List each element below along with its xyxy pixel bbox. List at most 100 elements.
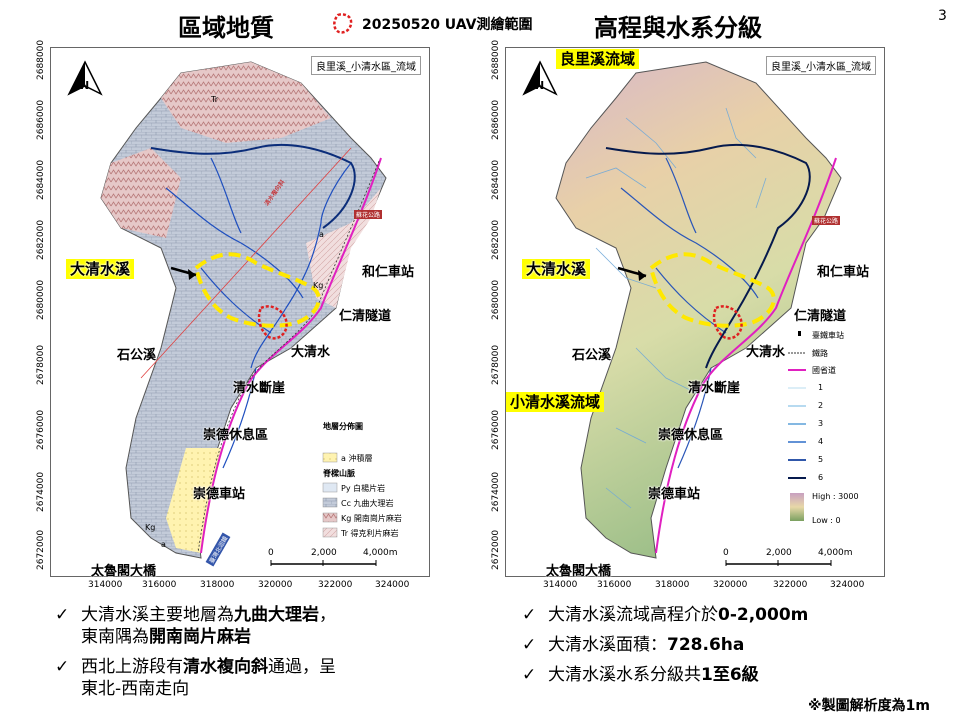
label-chongde-station: 崇德車站	[193, 487, 246, 502]
bullet-item: ✓ 大清水溪主要地層為九曲大理岩， 東南隅為開南崗片麻岩	[55, 604, 455, 648]
scale-bar	[725, 560, 832, 566]
left-xtick-5: 324000	[375, 580, 410, 590]
label-heren-station: 和仁車站	[362, 265, 415, 280]
checkmark-icon: ✓	[55, 605, 70, 625]
geology-map-canvas	[67, 60, 387, 566]
scale-2000: 2,000	[311, 548, 337, 558]
uav-legend: 20250520 UAV測繪範圍	[330, 12, 532, 36]
unit-label-kg: Kg	[313, 281, 324, 290]
label-qingshui-cliff: 清水斷崖	[233, 381, 286, 396]
label-shigong-creek-right: 石公溪	[572, 348, 612, 363]
label-renqing-tunnel: 仁清隧道	[339, 309, 392, 324]
left-title: 區域地質	[178, 14, 274, 42]
scale-bar	[270, 560, 377, 566]
left-ytick-4: 2680000	[36, 279, 46, 320]
scale-0-right: 0	[723, 548, 729, 558]
uav-legend-label: 20250520 UAV測繪範圍	[362, 17, 533, 33]
geo-legend-tr: Tr 得克利片麻岩	[341, 529, 399, 538]
elev-legend-order-5: 5	[818, 455, 824, 464]
elev-legend-rail: 鐵路	[812, 349, 828, 358]
right-ytick-5: 2678000	[491, 344, 501, 385]
geo-legend-kg: Kg 開南崗片麻岩	[341, 514, 402, 523]
label-daqingshui: 大清水	[291, 345, 331, 360]
label-daqingshui-right: 大清水	[746, 345, 786, 360]
footnote: ※製圖解析度為1m	[808, 698, 930, 714]
label-chongde-station-right: 崇德車站	[648, 487, 701, 502]
elevation-legend-symbols	[788, 331, 806, 521]
label-liangli-basin: 良里溪流域	[556, 49, 640, 69]
checkmark-icon: ✓	[522, 605, 537, 625]
label-daqing-creek: 大清水溪	[66, 259, 135, 279]
right-ytick-7: 2674000	[491, 471, 501, 512]
checkmark-icon: ✓	[522, 665, 537, 685]
elevation-map-canvas	[522, 60, 842, 566]
checkmark-icon: ✓	[55, 657, 70, 677]
unit-label-tr: Tr	[211, 95, 218, 104]
label-xiaoqing-basin: 小清水溪流域	[506, 392, 605, 412]
elev-legend-road: 國省道	[812, 366, 836, 375]
right-xtick-3: 320000	[713, 580, 748, 590]
label-chongde-rest-right: 崇德休息區	[658, 428, 724, 443]
unit-label-a-2: a	[161, 540, 166, 549]
left-xtick-0: 314000	[88, 580, 123, 590]
label-heren-station-right: 和仁車站	[817, 265, 870, 280]
scale-2000-right: 2,000	[766, 548, 792, 558]
label-chongde-rest: 崇德休息區	[203, 428, 269, 443]
left-ytick-2: 2684000	[36, 159, 46, 200]
bullet-text: 大清水溪面積：728.6ha	[548, 635, 745, 655]
north-arrow-icon	[67, 60, 103, 96]
label-daqing-creek-right: 大清水溪	[522, 259, 591, 279]
bullet-item: ✓ 西北上游段有清水複向斜通過，呈 東北-西南走向	[55, 656, 455, 700]
geology-map: 良里溪_小清水區_流域 N 大清水溪 和仁車站 仁清隧道 石公溪 大清水 清水斷…	[50, 47, 430, 579]
unit-label-a: a	[319, 230, 324, 239]
elev-legend-order-3: 3	[818, 419, 824, 428]
elevation-map: 良里溪_小清水區_流域 N 良里溪流域 小清水溪流域 大清水溪 和仁車站 仁清隧…	[505, 47, 885, 579]
geo-legend-cc: Cc 九曲大理岩	[341, 499, 394, 508]
right-title: 高程與水系分級	[594, 14, 762, 42]
left-ytick-8: 2672000	[36, 529, 46, 570]
elev-legend-order-1: 1	[818, 383, 824, 392]
left-ytick-3: 2682000	[36, 219, 46, 260]
right-ytick-8: 2672000	[491, 529, 501, 570]
elev-legend-high: High : 3000	[812, 492, 859, 501]
north-label-right: N	[535, 79, 545, 92]
map-box-title-right: 良里溪_小清水區_流域	[766, 56, 876, 75]
left-ytick-7: 2674000	[36, 471, 46, 512]
label-taroko-bridge-right: 太魯閣大橋	[546, 564, 612, 579]
label-suhua-road-right: 蘇花公路	[812, 216, 841, 225]
bullet-item: ✓ 大清水溪水系分級共1至6級	[522, 664, 942, 686]
scale-0: 0	[268, 548, 274, 558]
right-ytick-6: 2676000	[491, 409, 501, 450]
left-xtick-3: 320000	[258, 580, 293, 590]
left-ytick-6: 2676000	[36, 409, 46, 450]
elev-legend-order-6: 6	[818, 473, 824, 482]
left-xtick-4: 322000	[318, 580, 353, 590]
geo-legend-group: 脊樑山脈	[323, 469, 355, 478]
geo-legend-title: 地層分佈圖	[323, 422, 363, 431]
left-xtick-2: 318000	[200, 580, 235, 590]
right-ytick-1: 2686000	[491, 99, 501, 140]
uav-outline-icon	[333, 13, 353, 34]
north-arrow-icon	[522, 60, 558, 96]
left-ytick-1: 2686000	[36, 99, 46, 140]
label-renqing-tunnel-right: 仁清隧道	[794, 309, 847, 324]
north-label: N	[80, 79, 90, 92]
checkmark-icon: ✓	[522, 635, 537, 655]
right-ytick-0: 2688000	[491, 39, 501, 80]
right-xtick-2: 318000	[655, 580, 690, 590]
bullet-item: ✓ 大清水溪面積：728.6ha	[522, 634, 942, 656]
bullet-text: 大清水溪水系分級共1至6級	[548, 665, 759, 685]
left-bullets: ✓ 大清水溪主要地層為九曲大理岩， 東南隅為開南崗片麻岩 ✓ 西北上游段有清水複向斜通過…	[55, 604, 455, 708]
scale-4000: 4,000m	[363, 548, 398, 558]
right-xtick-1: 316000	[597, 580, 632, 590]
geo-legend-py: Py 白楊片岩	[341, 484, 386, 493]
elev-legend-order-2: 2	[818, 401, 824, 410]
elev-legend-low: Low : 0	[812, 516, 841, 525]
bullet-text: 大清水溪主要地層為九曲大理岩， 東南隅為開南崗片麻岩	[81, 605, 336, 647]
bullet-text: 西北上游段有清水複向斜通過，呈 東北-西南走向	[81, 657, 336, 699]
geo-legend-a: a 沖積層	[341, 454, 373, 463]
elev-legend-station: 臺鐵車站	[812, 331, 844, 340]
left-ytick-0: 2688000	[36, 39, 46, 80]
right-xtick-0: 314000	[543, 580, 578, 590]
label-shigong-creek: 石公溪	[117, 348, 157, 363]
